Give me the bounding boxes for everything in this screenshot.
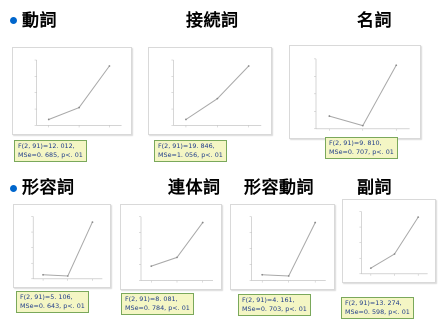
stat-line: F(2, 91)=9. 810,	[329, 139, 382, 147]
series-line	[43, 221, 93, 277]
chart-panel-meishi	[289, 45, 421, 139]
stat-line: F(2, 91)=4. 161,	[242, 296, 295, 304]
data-point	[42, 273, 44, 276]
stat-box-doushi: F(2, 91)=12. 012, MSe=0. 685, p<. 01	[14, 140, 87, 162]
stat-box-keiyoudoushi: F(2, 91)=4. 161, MSe=0. 703, p<. 01	[238, 294, 311, 316]
bullet-icon	[10, 185, 17, 192]
stat-box-rentaishi: F(2, 91)=8. 081, MSe=0. 784, p<. 01	[121, 293, 194, 315]
data-point	[66, 275, 69, 277]
series-line	[151, 222, 204, 267]
stat-line: F(2, 91)=19. 846,	[158, 142, 215, 150]
line-chart	[34, 59, 122, 128]
stat-line: MSe=0. 707, p<. 01	[329, 148, 394, 156]
data-point	[47, 118, 50, 121]
data-point	[393, 253, 396, 255]
stat-line: F(2, 91)=13. 274,	[345, 299, 402, 307]
data-point	[361, 124, 364, 127]
stat-line: MSe=0. 643, p<. 01	[20, 302, 85, 310]
chart-panel-doushi	[12, 47, 132, 135]
data-point	[176, 256, 178, 259]
chart-panel-setsuzokushi	[148, 47, 272, 135]
data-point	[287, 275, 290, 277]
series-line	[48, 65, 110, 120]
data-point	[150, 265, 153, 267]
heading-meishi: 名詞	[357, 11, 392, 31]
data-point	[78, 106, 80, 109]
stat-line: F(2, 91)=5. 106,	[20, 293, 73, 301]
data-point	[328, 115, 331, 117]
line-chart	[314, 58, 410, 131]
chart-panel-fukushi	[342, 199, 436, 283]
heading-doushi: 動詞	[22, 11, 57, 31]
heading-keiyoudoushi: 形容動詞	[244, 178, 314, 198]
data-point	[261, 273, 264, 276]
stat-line: MSe=0. 703, p<. 01	[242, 305, 307, 313]
heading-fukushi: 副詞	[357, 178, 392, 198]
stat-line: MSe=0. 685, p<. 01	[18, 151, 83, 159]
chart-panel-keiyoushi	[13, 204, 111, 288]
stat-line: F(2, 91)=12. 012,	[18, 142, 75, 150]
stat-box-keiyoushi: F(2, 91)=5. 106, MSe=0. 643, p<. 01	[16, 291, 89, 313]
data-point	[91, 221, 94, 224]
data-point	[314, 221, 317, 224]
line-chart	[139, 216, 213, 283]
series-line	[329, 64, 397, 127]
stat-line: MSe=1. 056, p<. 01	[158, 151, 223, 159]
chart-panel-keiyoudoushi	[230, 204, 335, 290]
heading-keiyoushi: 形容詞	[22, 178, 75, 198]
heading-rentaishi: 連体詞	[168, 178, 221, 198]
line-chart	[171, 59, 262, 128]
stat-line: MSe=0. 784, p<. 01	[125, 304, 190, 312]
data-point	[108, 65, 111, 67]
line-chart	[359, 211, 428, 276]
bullet-icon	[10, 17, 17, 24]
stat-box-setsuzokushi: F(2, 91)=19. 846, MSe=1. 056, p<. 01	[154, 140, 227, 162]
stat-line: F(2, 91)=8. 081,	[125, 295, 178, 303]
data-point	[417, 216, 420, 219]
data-point	[201, 221, 204, 224]
series-line	[370, 216, 419, 269]
data-point	[185, 118, 187, 121]
data-point	[247, 65, 250, 67]
data-point	[395, 64, 398, 67]
stat-line: MSe=0. 598, p<. 01	[345, 308, 410, 316]
data-point	[369, 267, 372, 270]
stat-box-fukushi: F(2, 91)=13. 274, MSe=0. 598, p<. 01	[341, 297, 414, 319]
heading-setsuzokushi: 接続詞	[186, 11, 239, 31]
line-chart	[249, 216, 326, 283]
series-line	[262, 222, 316, 277]
stat-box-meishi: F(2, 91)=9. 810, MSe=0. 707, p<. 01	[325, 137, 398, 159]
series-line	[185, 65, 250, 120]
data-point	[216, 97, 219, 100]
line-chart	[31, 216, 103, 281]
chart-panel-rentaishi	[120, 204, 222, 290]
